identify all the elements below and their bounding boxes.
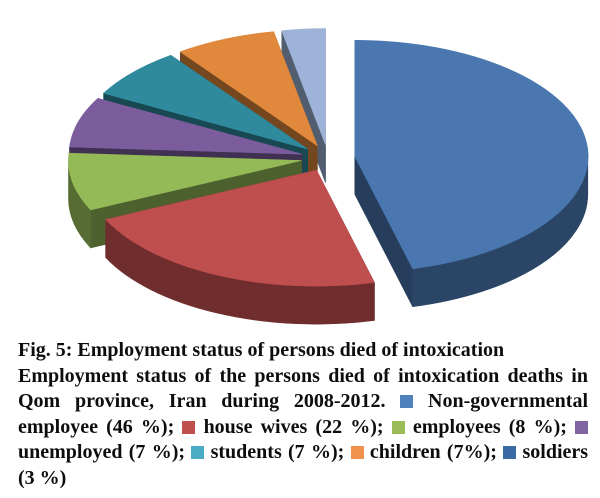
figure-description: Employment status of the persons died of… xyxy=(18,364,588,492)
legend-label: students (7 %); xyxy=(210,441,345,464)
legend-item-6: soldiers (3 %) xyxy=(18,441,588,489)
legend-swatch-icon xyxy=(350,446,364,460)
pie-slice-house-wives xyxy=(105,169,375,287)
legend-swatch-icon xyxy=(182,420,196,434)
legend-swatch-icon xyxy=(191,446,205,460)
caption-intro: Employment status of the persons died of… xyxy=(18,364,588,413)
legend-label: soldiers (3 %) xyxy=(18,441,589,489)
pie-slice-children xyxy=(179,31,318,147)
pie-chart-svg xyxy=(68,28,589,325)
figure-caption: Fig. 5: Employment status of persons die… xyxy=(0,338,600,492)
legend-item-3: unemployed (7 %); xyxy=(18,416,589,464)
pie-slice-non-governmental-employee xyxy=(354,39,589,270)
legend-item-1: house wives (22 %); xyxy=(182,415,384,438)
legend-label: house wives (22 %); xyxy=(203,415,384,438)
legend-item-5: children (7%); xyxy=(350,441,497,464)
legend-label: Non-governmental employee (46 %); xyxy=(18,390,588,438)
pie-slice-unemployed xyxy=(69,98,303,155)
legend-label: children (7%); xyxy=(369,441,497,464)
legend-swatch-icon xyxy=(391,420,405,434)
legend-swatch-icon xyxy=(400,395,414,409)
legend-item-0: Non-governmental employee (46 %); xyxy=(18,390,588,438)
pie-slice-students xyxy=(102,54,308,150)
legend-label: unemployed (7 %); xyxy=(18,441,186,464)
legend-item-2: employees (8 %); xyxy=(391,415,567,438)
legend-swatch-icon xyxy=(575,420,589,434)
pie-slice-soldiers xyxy=(281,28,326,145)
legend-label: employees (8 %); xyxy=(412,415,567,438)
pie-slice-employees xyxy=(68,152,302,211)
figure-title: Fig. 5: Employment status of persons die… xyxy=(18,339,505,361)
legend-swatch-icon xyxy=(503,446,517,460)
pie-chart-3d xyxy=(68,28,589,325)
legend-item-4: students (7 %); xyxy=(191,441,344,463)
